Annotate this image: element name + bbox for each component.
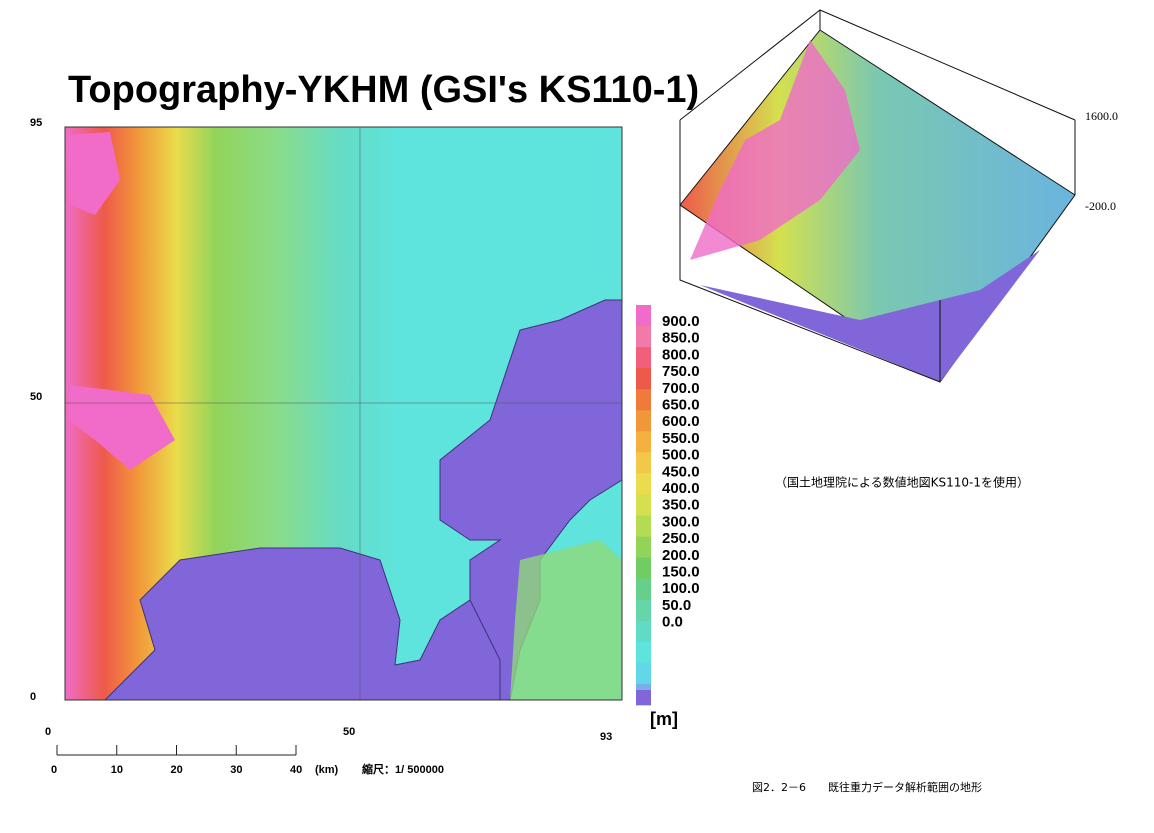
scale-tick-label: 40 — [290, 764, 302, 776]
legend-swatch — [636, 452, 651, 474]
legend-label: 400.0 — [662, 480, 700, 497]
scale-tick-label: 10 — [111, 764, 123, 776]
legend-label: 50.0 — [662, 597, 691, 614]
legend-swatch — [636, 641, 651, 664]
note: （国土地理院による数値地図KS110-1を使用） — [775, 475, 1029, 490]
legend-label: 0.0 — [662, 614, 683, 631]
x-tick-label: 93 — [600, 731, 612, 743]
view-3d — [679, 9, 1076, 383]
legend-swatch — [636, 578, 651, 601]
legend-label: 500.0 — [662, 447, 700, 464]
legend-swatch — [636, 326, 651, 348]
legend-swatch — [636, 305, 651, 327]
legend: 900.0850.0800.0750.0700.0650.0600.0550.0… — [636, 305, 700, 706]
legend-label: 850.0 — [662, 330, 700, 347]
x-tick-label: 50 — [343, 726, 355, 738]
axis-label-3d: 1600.0 — [1085, 109, 1118, 123]
legend-swatch — [636, 620, 651, 643]
legend-swatch — [636, 557, 651, 580]
scale-unit: (km) — [315, 764, 339, 776]
legend-bottom — [636, 690, 651, 705]
legend-label: 900.0 — [662, 313, 700, 330]
surface-sea — [700, 250, 1040, 382]
legend-swatch — [636, 473, 651, 495]
scale-tick-label: 0 — [51, 764, 57, 776]
legend-label: 150.0 — [662, 563, 700, 580]
peninsula — [510, 540, 622, 700]
legend-swatch — [636, 494, 651, 517]
scale-tick-label: 30 — [230, 764, 242, 776]
y-tick-label: 50 — [30, 391, 42, 403]
legend-label: 300.0 — [662, 513, 700, 530]
legend-swatch — [636, 347, 651, 369]
x-tick-label: 0 — [45, 726, 51, 738]
legend-unit: [m] — [650, 709, 678, 729]
legend-label: 700.0 — [662, 380, 700, 397]
title: Topography-YKHM (GSI's KS110-1) — [68, 69, 699, 111]
legend-label: 200.0 — [662, 547, 700, 564]
legend-swatch — [636, 599, 651, 622]
legend-label: 250.0 — [662, 530, 700, 547]
high-terrain — [65, 132, 175, 470]
scale-tick-label: 20 — [171, 764, 183, 776]
legend-label: 450.0 — [662, 463, 700, 480]
legend-swatch — [636, 662, 651, 685]
map-frame — [64, 126, 623, 701]
legend-swatch — [636, 389, 651, 411]
legend-swatch — [636, 368, 651, 390]
legend-label: 650.0 — [662, 396, 700, 413]
legend-label: 100.0 — [662, 580, 700, 597]
legend-swatch — [636, 431, 651, 453]
surface-peak — [690, 40, 860, 260]
legend-label: 550.0 — [662, 430, 700, 447]
scale-ratio: 縮尺：1/ 500000 — [362, 762, 444, 776]
scale-bar: 0 10 20 30 40 — [51, 745, 302, 776]
y-tick-label: 0 — [30, 691, 36, 703]
legend-label: 750.0 — [662, 363, 700, 380]
legend-label: 800.0 — [662, 346, 700, 363]
sea-south — [103, 547, 501, 701]
caption: 図2．2－6 既往重力データ解析範囲の地形 — [752, 780, 982, 794]
axis-label-3d: -200.0 — [1085, 199, 1116, 213]
box-edge — [679, 9, 1076, 383]
legend-swatch — [636, 536, 651, 559]
legend-swatch — [636, 515, 651, 538]
y-tick-label: 95 — [30, 117, 42, 129]
legend-label: 350.0 — [662, 497, 700, 514]
legend-label: 600.0 — [662, 413, 700, 430]
legend-swatch — [636, 410, 651, 432]
